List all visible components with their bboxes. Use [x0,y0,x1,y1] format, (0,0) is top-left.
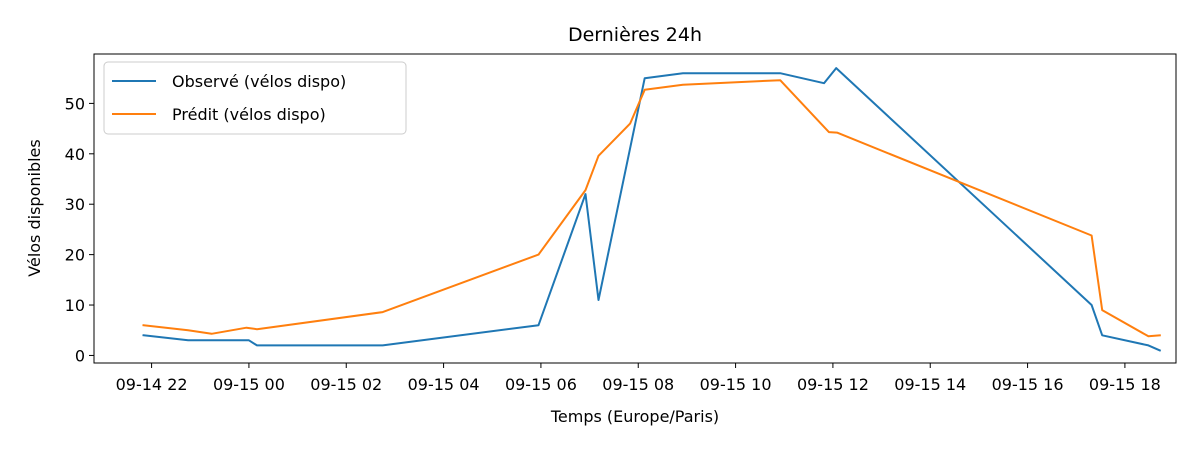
chart-title: Dernières 24h [568,24,702,46]
y-tick-label: 0 [75,346,85,365]
x-tick-label: 09-15 02 [310,375,382,394]
legend-label-observed: Observé (vélos dispo) [172,72,346,91]
x-tick-label: 09-14 22 [116,375,188,394]
legend: Observé (vélos dispo) Prédit (vélos disp… [103,61,407,135]
x-tick-label: 09-15 16 [992,375,1064,394]
x-tick-label: 09-15 18 [1089,375,1161,394]
y-tick-label: 20 [65,246,85,265]
x-axis-title: Temps (Europe/Paris) [550,407,719,426]
y-tick-label: 50 [65,94,85,113]
legend-box [103,61,407,135]
series-line-observed [142,67,1162,352]
x-tick-label: 09-15 10 [700,375,772,394]
y-tick-label: 40 [65,145,85,164]
series-layer [142,67,1162,352]
x-tick-label: 09-15 06 [505,375,577,394]
legend-label-predicted: Prédit (vélos dispo) [172,105,326,124]
y-tick-label: 30 [65,195,85,214]
y-axis-title: Vélos disponibles [25,139,44,276]
x-tick-label: 09-15 04 [408,375,480,394]
x-tick-label: 09-15 08 [602,375,674,394]
y-tick-label: 10 [65,296,85,315]
x-axis: 09-14 22 09-15 00 09-15 02 09-15 04 09-15 06… [116,363,1161,394]
x-tick-label: 09-15 00 [213,375,285,394]
plot-frame [93,53,1177,364]
y-axis: 0 10 20 30 40 50 [65,94,94,365]
x-tick-label: 09-15 14 [894,375,966,394]
x-tick-label: 09-15 12 [797,375,869,394]
series-line-predicted [142,79,1161,338]
